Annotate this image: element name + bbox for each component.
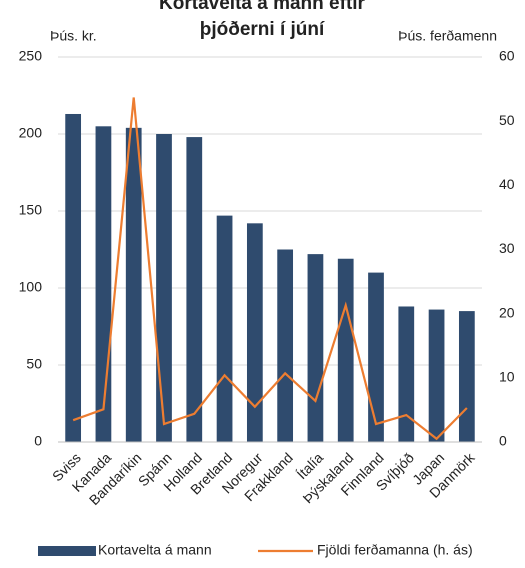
y-tick-label: 100 [19, 279, 43, 295]
line [72, 97, 468, 441]
legend-swatch [38, 546, 96, 556]
y2-tick-label: 50 [499, 112, 515, 128]
bar [428, 309, 445, 442]
y2-tick-label: 0 [499, 433, 507, 449]
y-tick-label: 50 [26, 356, 42, 372]
bar [186, 137, 203, 442]
bar [277, 249, 294, 442]
y-axis-label: Þús. kr. [50, 28, 97, 44]
bar [216, 215, 233, 442]
y2-axis-label: Þús. ferðamenn [398, 28, 497, 44]
bar [337, 258, 354, 442]
y-tick-label: 250 [19, 48, 43, 64]
chart-title: Kortavelta á mann eftir [159, 0, 365, 14]
y2-tick-label: 20 [499, 304, 515, 320]
legend-label: Fjöldi ferðamanna (h. ás) [317, 542, 473, 558]
bar [368, 272, 384, 442]
y-tick-label: 0 [34, 433, 42, 449]
y2-tick-label: 10 [499, 369, 515, 385]
y2-tick-label: 30 [499, 240, 515, 256]
y2-tick-label: 60 [499, 48, 515, 64]
y-tick-label: 200 [19, 125, 43, 141]
bar [156, 134, 172, 442]
y-tick-label: 150 [19, 202, 43, 218]
bar [65, 113, 82, 442]
bar [95, 126, 112, 443]
chart-title: þjóðerni í júní [200, 19, 325, 40]
y2-tick-label: 40 [499, 176, 515, 192]
bar [125, 127, 142, 442]
bar [246, 223, 263, 442]
legend-label: Kortavelta á mann [98, 542, 212, 558]
bar [307, 254, 324, 442]
bar [458, 311, 475, 442]
bar [398, 306, 415, 442]
